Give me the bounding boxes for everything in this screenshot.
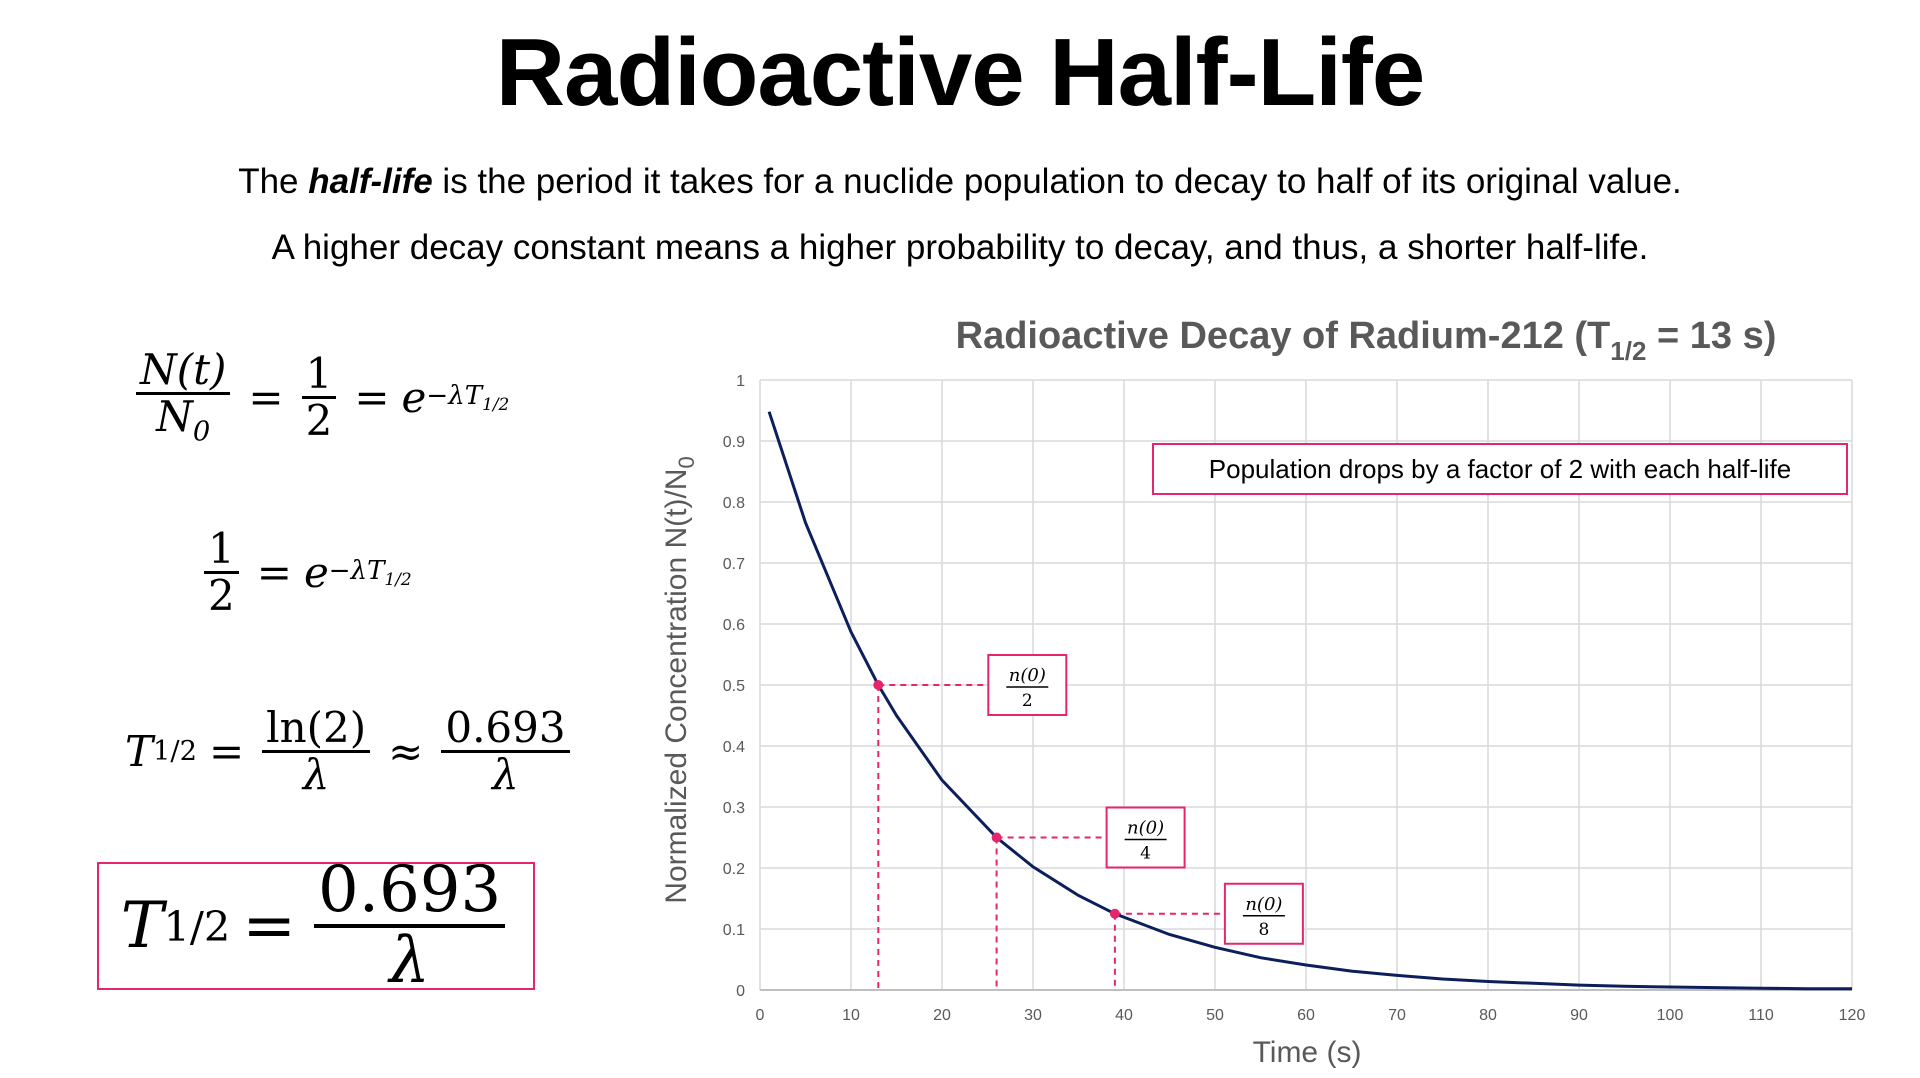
half-life-points xyxy=(873,680,1120,919)
y-axis-label: Normalized Concentration N(t)/N0 xyxy=(660,456,699,903)
x-tick-label: 80 xyxy=(1479,1007,1497,1024)
half-life-point xyxy=(991,832,1002,843)
y-tick-label: 0.5 xyxy=(723,678,745,695)
x-tick-labels: 0 10 20 30 40 50 60 70 80 90 100 110 120 xyxy=(756,1007,1866,1024)
x-tick-label: 110 xyxy=(1748,1007,1774,1024)
half-life-label-denominator: 4 xyxy=(1140,844,1151,864)
decay-curve-series xyxy=(767,411,1852,991)
x-tick-label: 40 xyxy=(1115,1007,1133,1024)
x-tick-label: 100 xyxy=(1657,1007,1684,1024)
definition-text: The half-life is the period it takes for… xyxy=(238,162,1682,201)
y-tick-labels: 0 0.1 0.2 0.3 0.4 0.5 0.6 0.7 0.8 0.9 1 xyxy=(723,373,745,1000)
y-tick-label: 0.1 xyxy=(723,922,745,939)
equation-ln: T 1/2 = ln(2) λ ≈ 0.693 λ xyxy=(125,705,576,797)
decay-constant-text: A higher decay constant means a higher p… xyxy=(271,228,1649,267)
x-tick-label: 10 xyxy=(842,1007,860,1024)
page-title: Radioactive Half-Life xyxy=(495,19,1426,126)
annotation-box xyxy=(1152,443,1848,495)
y-tick-label: 0.8 xyxy=(723,495,745,512)
annotation-text: Population drops by a factor of 2 with e… xyxy=(1209,454,1791,484)
y-tick-label: 0.2 xyxy=(723,861,745,878)
x-tick-label: 90 xyxy=(1570,1007,1588,1024)
y-tick-label: 0.4 xyxy=(723,739,745,756)
x-tick-label: 50 xyxy=(1206,1007,1224,1024)
half-life-label-box xyxy=(987,654,1068,716)
x-tick-label: 120 xyxy=(1839,1007,1866,1024)
chart-title: Radioactive Decay of Radium-212 (T1/2 = … xyxy=(956,315,1777,366)
boxed-half-life-formula: T 1/2 = 0.693 λ xyxy=(97,856,535,995)
x-tick-label: 20 xyxy=(933,1007,951,1024)
half-life-point xyxy=(873,680,884,690)
half-life-label-denominator: 8 xyxy=(1258,920,1269,940)
half-life-label-box xyxy=(1105,806,1186,869)
half-life-labels: n(0) 2 n(0) 4 n(0) 8 xyxy=(987,654,1304,945)
x-tick-label: 70 xyxy=(1388,1007,1406,1024)
x-tick-label: 60 xyxy=(1297,1007,1315,1024)
x-tick-label: 30 xyxy=(1024,1007,1042,1024)
y-tick-label: 0.9 xyxy=(723,434,745,451)
half-life-label-denominator: 2 xyxy=(1022,691,1033,711)
half-life-label-numerator: n(0) xyxy=(1009,665,1046,686)
y-tick-label: 1 xyxy=(736,373,745,390)
half-life-term: half-life xyxy=(308,162,433,201)
y-tick-label: 0.7 xyxy=(723,556,745,573)
half-life-label-numerator: n(0) xyxy=(1127,818,1164,839)
half-life-label-box xyxy=(1223,882,1304,945)
y-tick-label: 0 xyxy=(736,983,745,1000)
x-axis-label: Time (s) xyxy=(1253,1036,1362,1069)
y-tick-label: 0.6 xyxy=(723,617,745,634)
x-tick-label: 0 xyxy=(756,1007,765,1024)
half-life-guides xyxy=(877,684,1225,990)
half-life-label-numerator: n(0) xyxy=(1245,894,1282,915)
half-life-point xyxy=(1109,908,1120,919)
y-tick-label: 0.3 xyxy=(723,800,745,817)
